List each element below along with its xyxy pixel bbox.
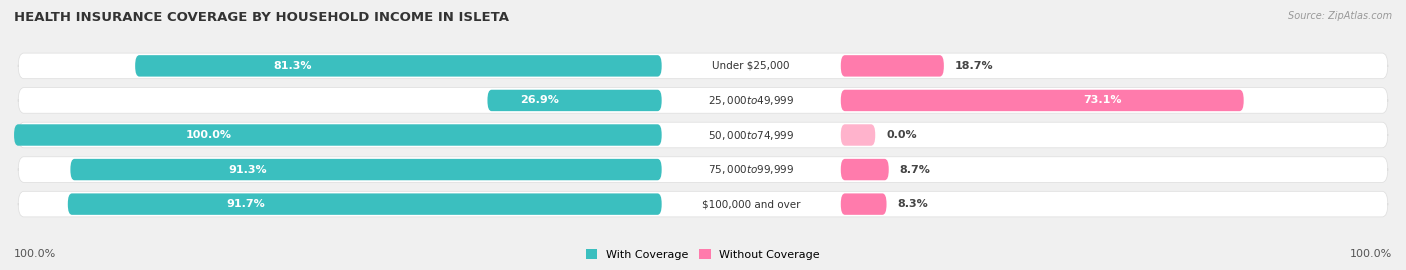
Text: 81.3%: 81.3%	[274, 61, 312, 71]
Text: HEALTH INSURANCE COVERAGE BY HOUSEHOLD INCOME IN ISLETA: HEALTH INSURANCE COVERAGE BY HOUSEHOLD I…	[14, 11, 509, 24]
FancyBboxPatch shape	[18, 191, 1388, 217]
Text: 100.0%: 100.0%	[186, 130, 232, 140]
Text: 91.7%: 91.7%	[226, 199, 266, 209]
FancyBboxPatch shape	[14, 124, 662, 146]
Text: 8.7%: 8.7%	[900, 164, 931, 175]
FancyBboxPatch shape	[488, 90, 662, 111]
FancyBboxPatch shape	[841, 55, 943, 77]
Text: $75,000 to $99,999: $75,000 to $99,999	[709, 163, 794, 176]
Text: 100.0%: 100.0%	[1350, 249, 1392, 259]
Text: $50,000 to $74,999: $50,000 to $74,999	[709, 129, 794, 141]
FancyBboxPatch shape	[841, 193, 887, 215]
FancyBboxPatch shape	[18, 88, 1388, 113]
FancyBboxPatch shape	[18, 157, 1388, 182]
Text: 8.3%: 8.3%	[897, 199, 928, 209]
Text: $100,000 and over: $100,000 and over	[702, 199, 800, 209]
FancyBboxPatch shape	[18, 53, 1388, 79]
Text: Under $25,000: Under $25,000	[713, 61, 790, 71]
Text: 100.0%: 100.0%	[14, 249, 56, 259]
Text: 73.1%: 73.1%	[1084, 95, 1122, 106]
FancyBboxPatch shape	[18, 122, 1388, 148]
Text: $25,000 to $49,999: $25,000 to $49,999	[709, 94, 794, 107]
Text: 0.0%: 0.0%	[886, 130, 917, 140]
FancyBboxPatch shape	[841, 124, 876, 146]
FancyBboxPatch shape	[70, 159, 662, 180]
Legend: With Coverage, Without Coverage: With Coverage, Without Coverage	[582, 245, 824, 264]
Text: 91.3%: 91.3%	[228, 164, 267, 175]
Text: 18.7%: 18.7%	[955, 61, 994, 71]
Text: 26.9%: 26.9%	[520, 95, 560, 106]
Text: Source: ZipAtlas.com: Source: ZipAtlas.com	[1288, 11, 1392, 21]
FancyBboxPatch shape	[841, 90, 1244, 111]
FancyBboxPatch shape	[67, 193, 662, 215]
FancyBboxPatch shape	[135, 55, 662, 77]
FancyBboxPatch shape	[841, 159, 889, 180]
